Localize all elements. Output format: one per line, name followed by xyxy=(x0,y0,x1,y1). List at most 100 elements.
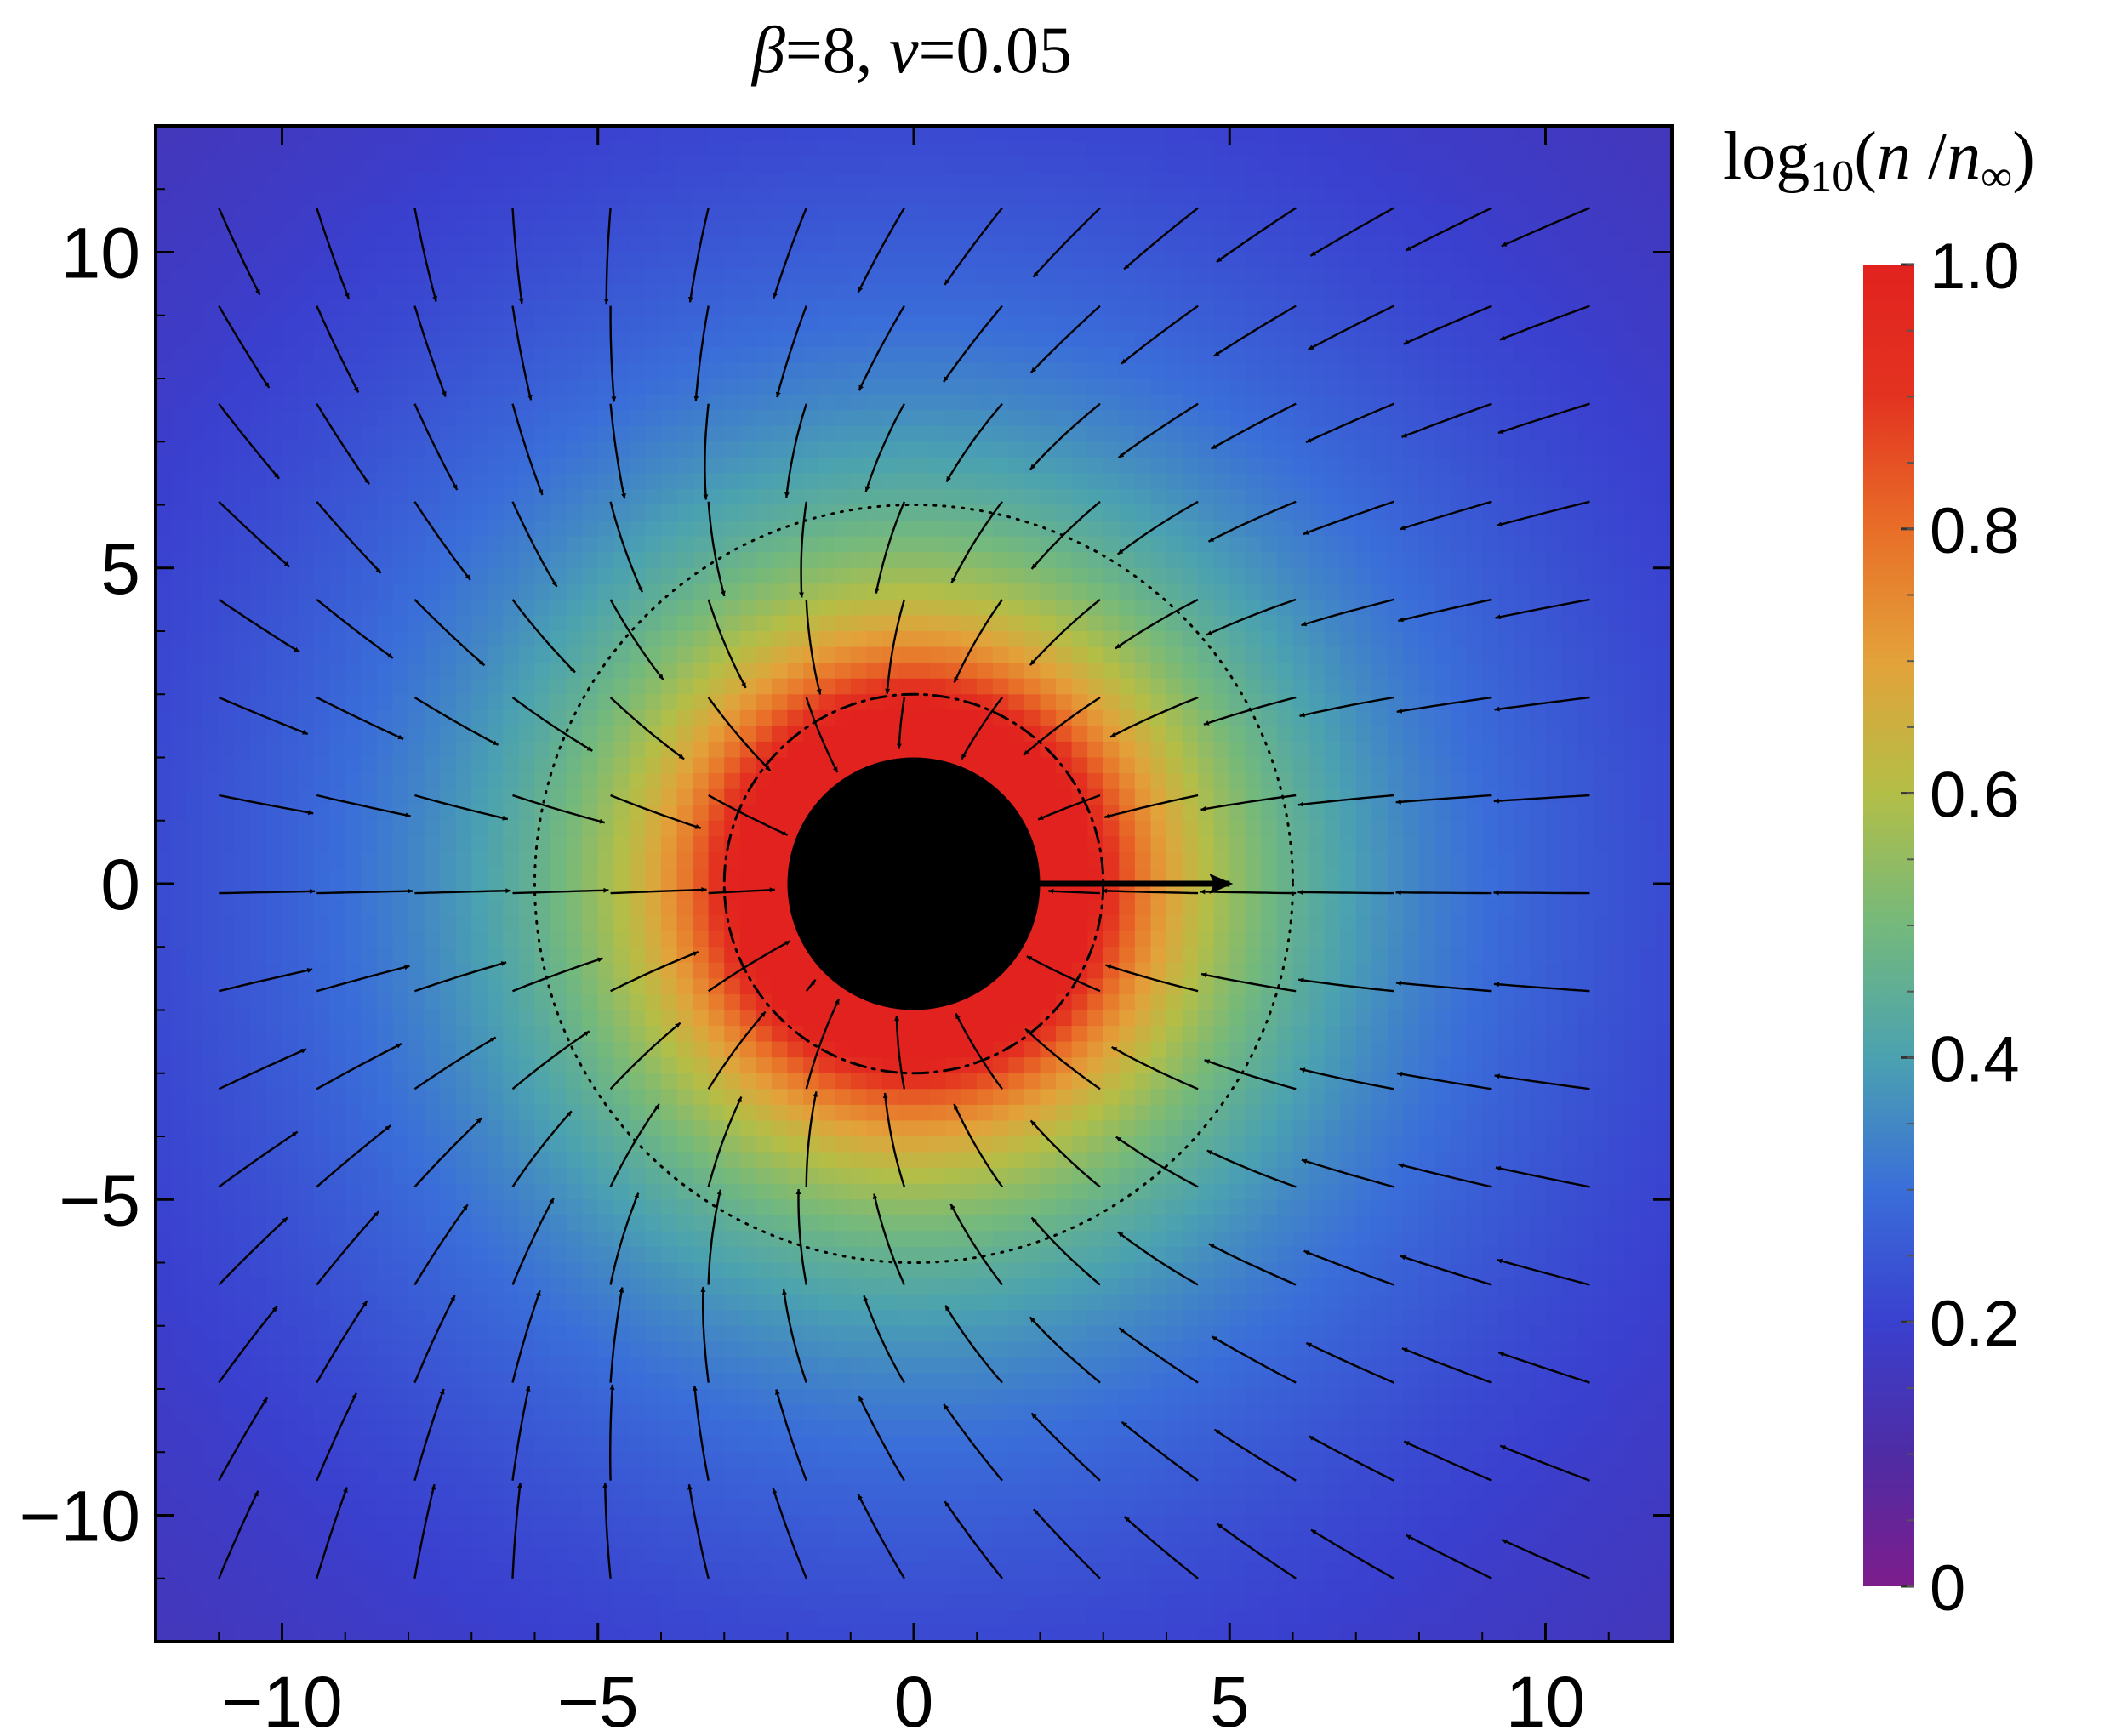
heatmap-cell xyxy=(708,1341,726,1358)
heatmap-cell xyxy=(313,1420,331,1437)
heatmap-cell xyxy=(518,1420,536,1437)
heatmap-cell xyxy=(376,1578,394,1596)
heatmap-cell xyxy=(518,915,536,932)
heatmap-cell xyxy=(282,1483,299,1500)
heatmap-cell xyxy=(329,1152,346,1170)
heatmap-cell xyxy=(693,1010,710,1027)
heatmap-cell xyxy=(361,157,378,174)
heatmap-cell xyxy=(550,299,567,316)
heatmap-cell xyxy=(265,1578,283,1596)
heatmap-cell xyxy=(392,1073,409,1090)
heatmap-cell xyxy=(898,646,915,664)
heatmap-cell xyxy=(756,1452,773,1469)
heatmap-cell xyxy=(550,583,567,600)
heatmap-cell xyxy=(566,1594,584,1611)
heatmap-cell xyxy=(313,1089,331,1106)
heatmap-cell xyxy=(866,488,883,506)
heatmap-cell xyxy=(550,1199,567,1216)
heatmap-cell xyxy=(282,1436,299,1454)
heatmap-cell xyxy=(645,836,662,853)
heatmap-cell xyxy=(818,362,836,379)
heatmap-cell xyxy=(629,1562,647,1579)
heatmap-cell xyxy=(661,1215,678,1232)
heatmap-cell xyxy=(250,315,267,333)
heatmap-cell xyxy=(645,631,662,648)
heatmap-cell xyxy=(693,1152,710,1170)
heatmap-cell xyxy=(582,709,599,727)
heatmap-cell xyxy=(613,1041,630,1059)
heatmap-cell xyxy=(676,504,694,521)
heatmap-cell xyxy=(455,488,473,506)
heatmap-cell xyxy=(455,915,473,932)
heatmap-cell xyxy=(881,441,899,458)
heatmap-cell xyxy=(376,394,394,412)
heatmap-cell xyxy=(708,947,726,964)
heatmap-cell xyxy=(408,820,425,838)
heatmap-cell xyxy=(345,993,362,1011)
heatmap-cell xyxy=(881,1010,899,1027)
heatmap-cell xyxy=(866,425,883,443)
heatmap-cell xyxy=(408,931,425,948)
heatmap-cell xyxy=(156,694,173,711)
heatmap-cell xyxy=(550,1104,567,1122)
heatmap-cell xyxy=(597,379,615,396)
heatmap-cell xyxy=(455,788,473,806)
heatmap-cell xyxy=(392,331,409,348)
heatmap-cell xyxy=(234,441,252,458)
heatmap-cell xyxy=(708,204,726,222)
heatmap-cell xyxy=(550,1341,567,1358)
heatmap-cell xyxy=(756,299,773,316)
heatmap-cell xyxy=(408,1546,425,1564)
heatmap-cell xyxy=(376,1467,394,1485)
heatmap-cell xyxy=(724,1373,741,1390)
heatmap-cell xyxy=(661,1341,678,1358)
heatmap-cell xyxy=(550,1136,567,1153)
heatmap-cell xyxy=(597,1057,615,1074)
heatmap-cell xyxy=(202,1389,220,1406)
heatmap-cell xyxy=(914,552,931,569)
heatmap-cell xyxy=(156,504,173,521)
heatmap-cell xyxy=(392,173,409,191)
heatmap-cell xyxy=(424,1104,442,1122)
heatmap-cell xyxy=(171,346,189,364)
heatmap-cell xyxy=(771,615,789,632)
heatmap-cell xyxy=(818,379,836,396)
heatmap-cell xyxy=(171,1026,189,1043)
heatmap-cell xyxy=(818,1325,836,1343)
heatmap-cell xyxy=(234,1246,252,1264)
heatmap-cell xyxy=(156,1041,173,1059)
heatmap-cell xyxy=(708,1026,726,1043)
heatmap-cell xyxy=(361,394,378,412)
heatmap-cell xyxy=(835,757,852,774)
heatmap-cell xyxy=(945,678,962,696)
heatmap-cell xyxy=(313,1594,331,1611)
heatmap-cell xyxy=(471,204,488,222)
heatmap-cell xyxy=(534,741,551,759)
heatmap-cell xyxy=(329,709,346,727)
heatmap-cell xyxy=(234,173,252,191)
heatmap-cell xyxy=(392,283,409,301)
heatmap-cell xyxy=(250,379,267,396)
heatmap-cell xyxy=(724,1010,741,1027)
heatmap-cell xyxy=(518,868,536,885)
heatmap-cell xyxy=(345,1546,362,1564)
heatmap-cell xyxy=(661,567,678,585)
heatmap-cell xyxy=(503,631,520,648)
heatmap-cell xyxy=(487,299,505,316)
heatmap-cell xyxy=(866,1483,883,1500)
heatmap-cell xyxy=(202,1609,220,1627)
heatmap-cell xyxy=(534,1231,551,1248)
heatmap-cell xyxy=(265,583,283,600)
heatmap-cell xyxy=(787,1625,804,1642)
heatmap-cell xyxy=(739,1199,757,1216)
heatmap-cell xyxy=(219,646,236,664)
heatmap-cell xyxy=(471,536,488,554)
heatmap-cell xyxy=(329,1452,346,1469)
heatmap-cell xyxy=(566,1578,584,1596)
heatmap-cell xyxy=(187,599,204,617)
heatmap-cell xyxy=(534,315,551,333)
heatmap-cell xyxy=(597,1467,615,1485)
heatmap-cell xyxy=(282,268,299,285)
heatmap-cell xyxy=(756,1041,773,1059)
heatmap-cell xyxy=(424,615,442,632)
